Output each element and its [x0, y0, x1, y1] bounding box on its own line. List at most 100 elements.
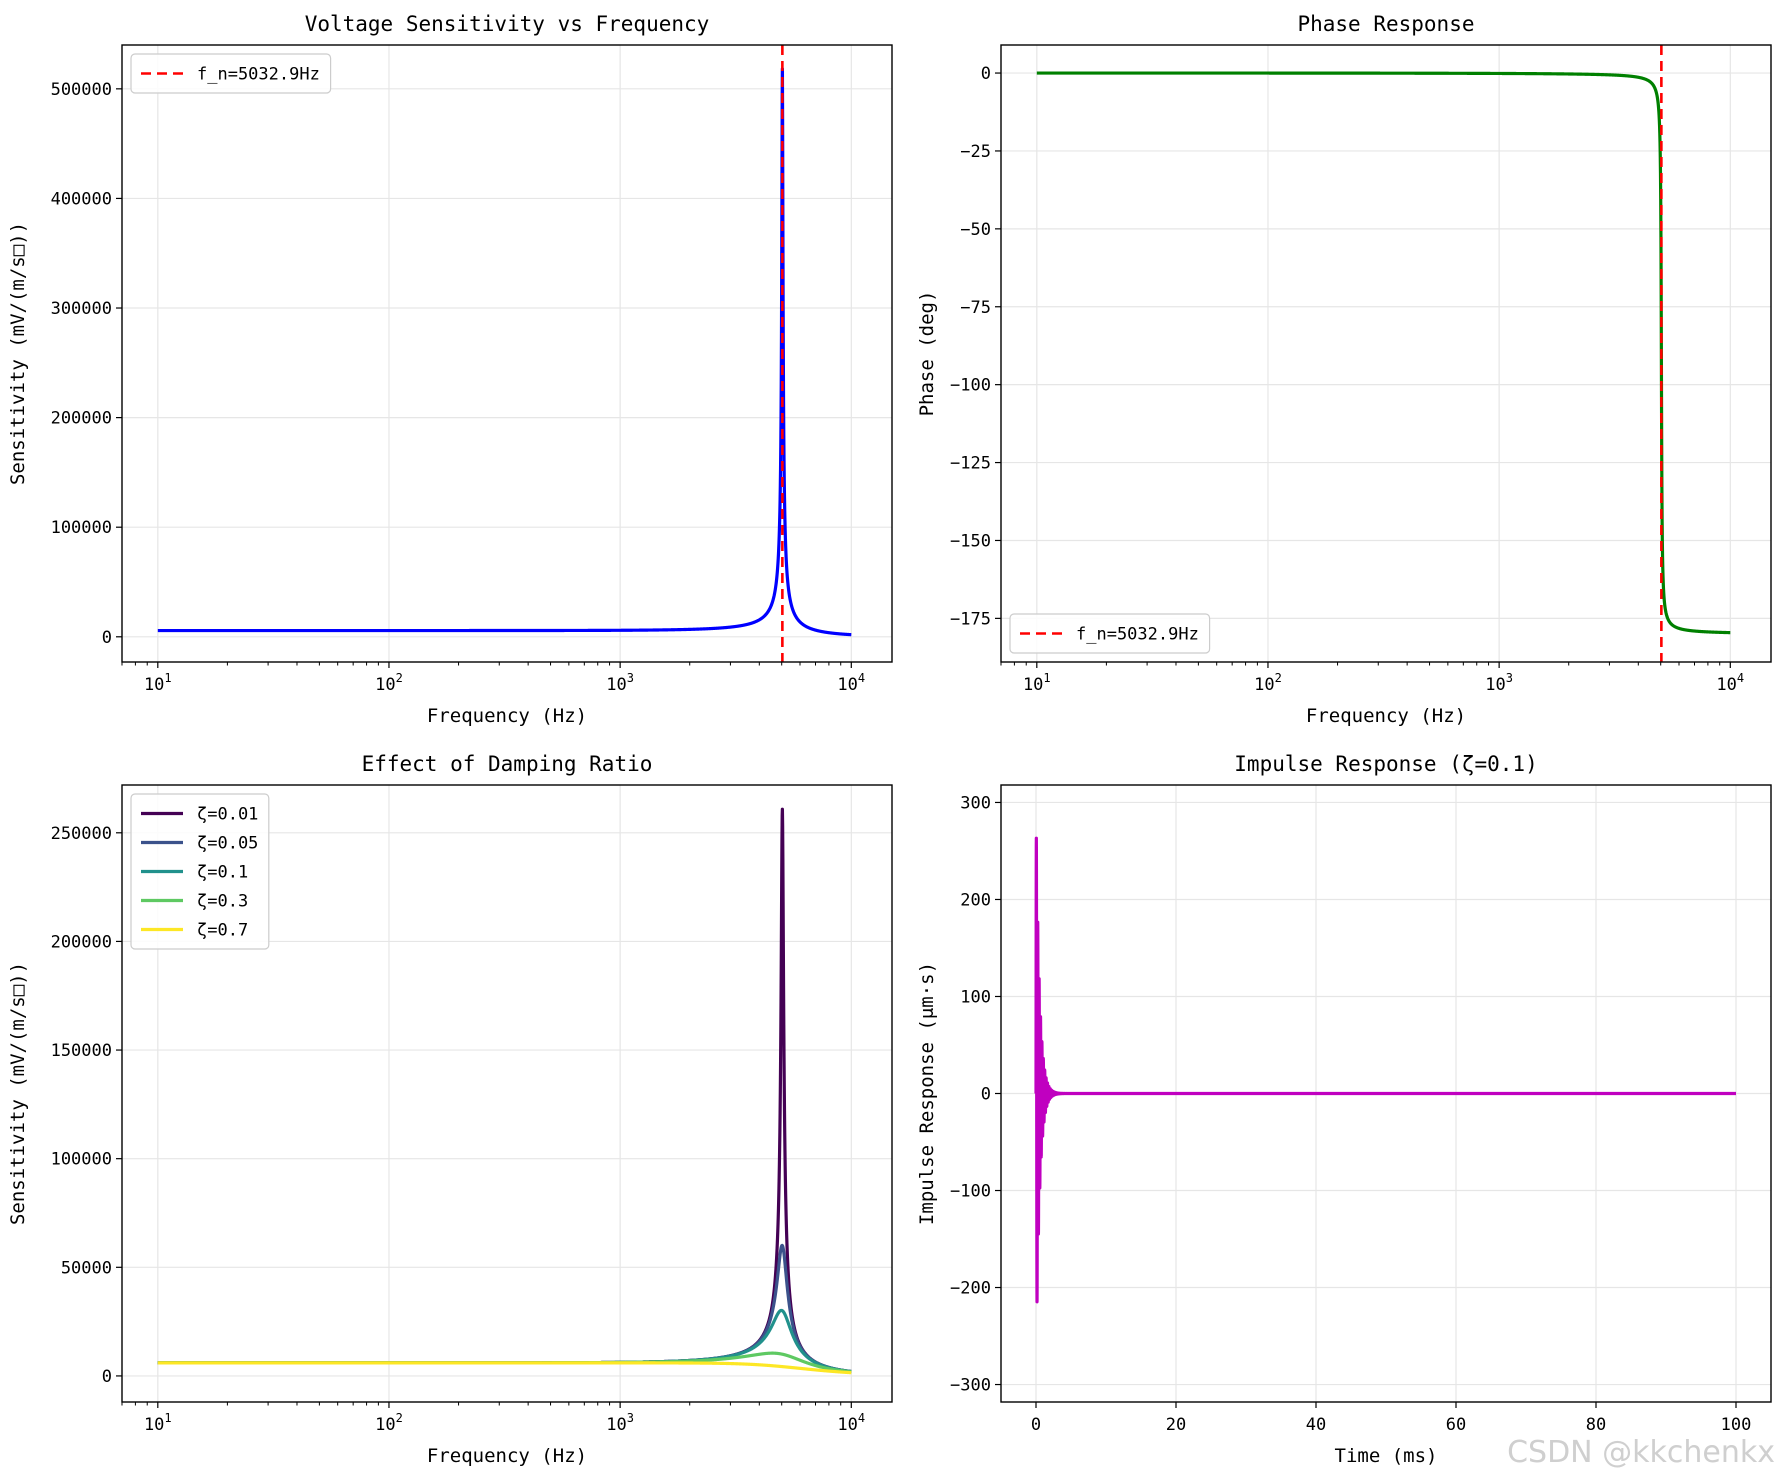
plot-area — [1035, 45, 1732, 662]
chart-damp: 101 102 103 1040500001000001500002000002500… — [7, 752, 893, 1467]
plot-area — [156, 807, 853, 1375]
y-tick-label: 150000 — [51, 1041, 112, 1061]
y-tick-label: −175 — [950, 609, 991, 629]
x-tick-exponent: 1 — [1043, 671, 1050, 685]
legend-label: ζ=0.01 — [197, 805, 258, 825]
y-tick-label: −100 — [950, 1182, 991, 1202]
y-tick-label: 200000 — [51, 932, 112, 952]
chart-title: Impulse Response (ζ=0.1) — [1234, 752, 1537, 776]
y-tick-label: 250000 — [51, 824, 112, 844]
x-tick-exponent: 2 — [396, 671, 403, 685]
legend-label: ζ=0.1 — [197, 863, 248, 883]
x-tick-exponent: 1 — [164, 1411, 171, 1425]
y-tick-label: 400000 — [51, 189, 112, 209]
x-tick-label: 104 — [837, 1411, 865, 1435]
x-tick-exponent: 3 — [1506, 671, 1513, 685]
legend-box — [130, 793, 270, 950]
y-tick-label: 200 — [960, 890, 991, 910]
y-tick-label: −150 — [950, 531, 991, 551]
y-tick-label: 50000 — [61, 1258, 112, 1278]
x-tick-exponent: 4 — [1737, 671, 1744, 685]
watermark: CSDN @kkchenkx — [1507, 1435, 1775, 1470]
x-tick-label: 102 — [375, 671, 403, 695]
y-tick-label: 100 — [960, 987, 991, 1007]
series-line-0 — [1034, 836, 1736, 1304]
x-tick-exponent: 2 — [1275, 671, 1282, 685]
x-tick-label: 104 — [837, 671, 865, 695]
y-tick-label: 100000 — [51, 1150, 112, 1170]
y-axis-label: Impulse Response (μm·s) — [916, 962, 938, 1225]
series-line-0 — [156, 67, 853, 637]
legend-box — [1009, 613, 1211, 654]
x-tick-exponent: 3 — [627, 671, 634, 685]
y-tick-label: 0 — [102, 1367, 112, 1387]
x-tick-label: 104 — [1716, 671, 1744, 695]
x-tick-label: 103 — [606, 671, 634, 695]
x-tick-exponent: 4 — [858, 1411, 865, 1425]
chart-title: Effect of Damping Ratio — [362, 752, 653, 776]
y-tick-label: −300 — [950, 1376, 991, 1396]
y-tick-label: 0 — [102, 628, 112, 648]
y-tick-label: 0 — [981, 64, 991, 84]
x-tick-base: 10 — [837, 675, 857, 695]
y-tick-label: 300 — [960, 793, 991, 813]
x-tick-exponent: 1 — [164, 671, 171, 685]
y-tick-label: 200000 — [51, 409, 112, 429]
x-tick-label: 0 — [1031, 1415, 1041, 1435]
legend-box — [130, 53, 332, 94]
x-tick-label: 102 — [375, 1411, 403, 1435]
y-tick-label: −25 — [960, 142, 991, 162]
y-tick-label: 100000 — [51, 518, 112, 538]
chart-title: Voltage Sensitivity vs Frequency — [305, 12, 710, 36]
axes-frame — [121, 44, 893, 663]
x-tick-base: 10 — [1485, 675, 1505, 695]
y-axis-label: Sensitivity (mV/(m/s□)) — [7, 962, 29, 1225]
x-tick-base: 10 — [1254, 675, 1274, 695]
x-tick-label: 101 — [1023, 671, 1051, 695]
chart-impulse: 0 20 40 60 80 100 300 200 100 0 −100 −200 −300 Impuls… — [916, 752, 1772, 1467]
y-tick-label: −50 — [960, 220, 991, 240]
y-axis-label: Phase (deg) — [916, 291, 938, 417]
y-axis-label: Sensitivity (mV/(m/s□)) — [7, 222, 29, 485]
legend-label: ζ=0.05 — [197, 834, 258, 854]
x-tick-base: 10 — [1716, 675, 1736, 695]
axes-frame — [1000, 44, 1772, 663]
x-tick-base: 10 — [606, 675, 626, 695]
x-tick-label: 101 — [144, 1411, 172, 1435]
x-axis-label: Frequency (Hz) — [427, 1445, 587, 1467]
series-line-0 — [1035, 71, 1732, 635]
y-tick-label: −200 — [950, 1279, 991, 1299]
axes-frame — [121, 784, 893, 1403]
legend: f_n=5032.9Hz — [130, 53, 332, 94]
x-tick-base: 10 — [144, 675, 164, 695]
x-tick-base: 10 — [837, 1415, 857, 1435]
x-tick-label: 103 — [1485, 671, 1513, 695]
x-tick-exponent: 3 — [627, 1411, 634, 1425]
legend: ζ=0.01 ζ=0.05 ζ=0.1 ζ=0.3 ζ=0.7 — [130, 793, 270, 950]
x-axis-label: Frequency (Hz) — [1306, 705, 1466, 727]
y-tick-label: 300000 — [51, 299, 112, 319]
series-line-4 — [156, 1361, 853, 1375]
y-tick-label: 500000 — [51, 80, 112, 100]
legend-label: ζ=0.7 — [197, 921, 248, 941]
x-tick-label: 60 — [1446, 1415, 1466, 1435]
chart-sens: 101 102 103 1040100000200000300000400000500… — [7, 12, 893, 727]
y-tick-label: −125 — [950, 454, 991, 474]
x-tick-label: 100 — [1721, 1415, 1752, 1435]
legend: f_n=5032.9Hz — [1009, 613, 1211, 654]
chart-title: Phase Response — [1297, 12, 1474, 36]
x-axis-label: Time (ms) — [1335, 1445, 1438, 1467]
x-tick-label: 20 — [1166, 1415, 1186, 1435]
x-tick-label: 103 — [606, 1411, 634, 1435]
y-tick-label: −100 — [950, 376, 991, 396]
plot-area — [156, 45, 853, 662]
x-tick-label: 40 — [1306, 1415, 1326, 1435]
x-tick-label: 102 — [1254, 671, 1282, 695]
x-tick-base: 10 — [1023, 675, 1043, 695]
x-axis-label: Frequency (Hz) — [427, 705, 587, 727]
x-tick-base: 10 — [606, 1415, 626, 1435]
x-tick-label: 101 — [144, 671, 172, 695]
x-tick-base: 10 — [375, 1415, 395, 1435]
y-tick-label: 0 — [981, 1085, 991, 1105]
